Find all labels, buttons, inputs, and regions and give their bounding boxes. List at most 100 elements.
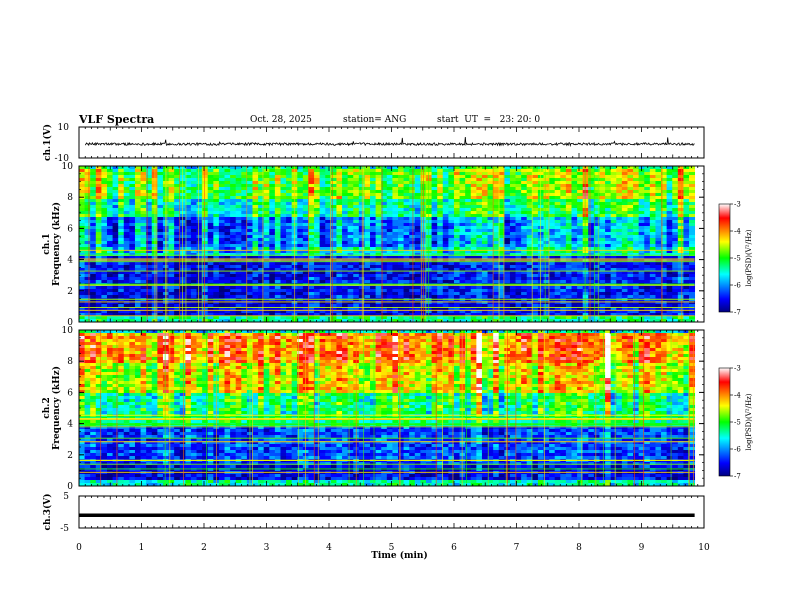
spectrogram-cell: [627, 262, 634, 266]
spectrogram-cell: [347, 289, 354, 293]
spectrogram-cell: [577, 193, 584, 197]
spectrogram-cell: [442, 256, 449, 260]
spectrogram-cell: [610, 175, 617, 179]
spectrogram-cell: [297, 229, 304, 233]
spectrogram-cell: [84, 289, 91, 293]
spectrogram-cell: [370, 289, 377, 293]
spectrogram-cell: [347, 175, 354, 179]
spectrogram-cell: [224, 286, 231, 290]
spectrogram-cell: [230, 232, 237, 236]
spectrogram-cell: [319, 229, 326, 233]
spectrogram-cell: [515, 226, 522, 230]
spectrogram-cell: [661, 259, 668, 263]
spectrogram-cell: [403, 232, 410, 236]
spectrogram-cell: [459, 256, 466, 260]
spectrogram-cell: [336, 202, 343, 206]
spectrogram-cell: [336, 166, 343, 170]
spectrogram-cell: [95, 214, 102, 218]
spectrogram-cell: [677, 274, 684, 278]
spectrogram-cell: [319, 169, 326, 173]
spectrogram-cell: [319, 262, 326, 266]
spectrogram-cell: [481, 247, 488, 251]
spectrogram-cell: [437, 169, 444, 173]
spectrogram-cell: [274, 166, 281, 170]
spectrogram-cell: [621, 241, 628, 245]
spectrogram-cell: [655, 205, 662, 209]
spectrogram-cell: [252, 190, 259, 194]
spectrogram-cell: [79, 193, 85, 197]
spectrogram-cell: [565, 253, 572, 257]
spectrogram-cell: [588, 256, 595, 260]
spectrogram-cell: [437, 202, 444, 206]
spectrogram-cell: [381, 169, 388, 173]
spectrogram-cell: [616, 235, 623, 239]
spectrogram-cell: [582, 265, 589, 269]
spectrogram-cell: [308, 169, 315, 173]
spectrogram-cell: [560, 166, 567, 170]
spectrogram-cell: [297, 205, 304, 209]
spectrogram-cell: [286, 280, 293, 284]
spectrogram-cell: [661, 220, 668, 224]
spectrogram-cell: [649, 166, 656, 170]
spectrogram-cell: [588, 223, 595, 227]
spectrogram-cell: [95, 289, 102, 293]
spectrogram-cell: [448, 199, 455, 203]
spectrogram-cell: [134, 274, 141, 278]
spectrogram-cell: [280, 181, 287, 185]
spectrogram-cell: [448, 166, 455, 170]
spectrogram-cell: [134, 262, 141, 266]
spectrogram-cell: [129, 223, 136, 227]
spectrogram-cell: [504, 184, 511, 188]
spectrogram-cell: [599, 262, 606, 266]
spectrogram-cell: [106, 208, 113, 212]
spectrogram-cell: [319, 292, 326, 296]
spectrogram-cell: [134, 208, 141, 212]
spectrogram-cell: [213, 262, 220, 266]
spectrogram-cell: [218, 262, 225, 266]
spectrogram-cell: [274, 274, 281, 278]
spectrogram-cell: [140, 286, 147, 290]
spectrogram-cell: [661, 280, 668, 284]
spectrogram-cell: [403, 280, 410, 284]
spectrogram-cell: [370, 196, 377, 200]
spectrogram-cell: [593, 193, 600, 197]
spectrogram-cell: [118, 292, 125, 296]
spectrogram-cell: [504, 241, 511, 245]
spectrogram-cell: [269, 199, 276, 203]
spectrogram-cell: [638, 274, 645, 278]
spectrogram-cell: [95, 274, 102, 278]
spectrogram-cell: [342, 280, 349, 284]
spectrogram-cell: [655, 256, 662, 260]
spectrogram-cell: [129, 190, 136, 194]
spectrogram-cell: [638, 193, 645, 197]
spectrogram-cell: [633, 241, 640, 245]
spectrogram-cell: [224, 256, 231, 260]
spectrogram-cell: [353, 226, 360, 230]
spectrogram-cell: [621, 259, 628, 263]
spectrogram-cell: [549, 292, 556, 296]
spectrogram-cell: [554, 217, 561, 221]
spectrogram-cell: [565, 286, 572, 290]
spectrogram-cell: [274, 256, 281, 260]
spectrogram-cell: [314, 286, 321, 290]
spectrogram-cell: [314, 262, 321, 266]
spectrogram-cell: [202, 193, 209, 197]
spectrogram-cell: [487, 241, 494, 245]
spectrogram-cell: [241, 286, 248, 290]
spectrogram-cell: [95, 178, 102, 182]
spectrogram-cell: [677, 280, 684, 284]
spectrogram-cell: [364, 262, 371, 266]
spectrogram-cell: [297, 226, 304, 230]
spectrogram-cell: [146, 244, 153, 248]
spectrogram-cell: [308, 289, 315, 293]
spectrogram-cell: [403, 250, 410, 254]
spectrogram-cell: [532, 259, 539, 263]
spectrogram-cell: [521, 274, 528, 278]
spectrogram-cell: [95, 226, 102, 230]
spectrogram-cell: [280, 232, 287, 236]
spectrogram-cell: [123, 286, 130, 290]
spectrogram-cell: [504, 256, 511, 260]
spectrogram-cell: [174, 238, 181, 242]
spectrogram-cell: [168, 226, 175, 230]
spectrogram-cell: [95, 199, 102, 203]
